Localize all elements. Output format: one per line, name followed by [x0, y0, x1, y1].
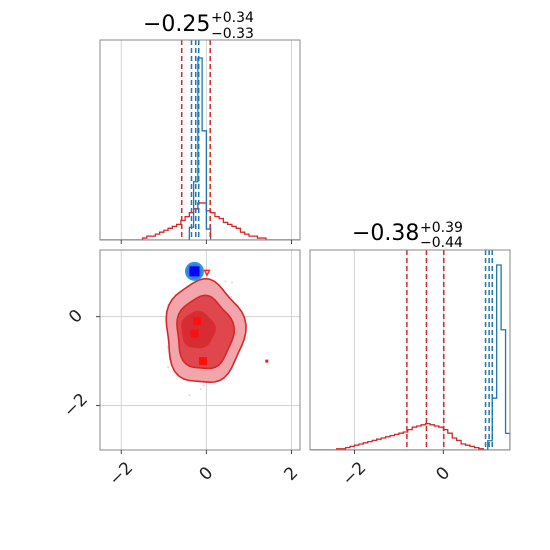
contour-red-inner [181, 310, 216, 349]
outlier-point [265, 359, 269, 363]
scatter-2d-panel [96, 249, 301, 454]
histogram-red-param-1 [100, 202, 300, 240]
title-param-2: −0.38 +0.39 −0.44 [352, 220, 463, 251]
histogram-blue-param-2 [310, 264, 510, 450]
histogram-param-1-frame [99, 39, 301, 241]
histogram-param-2-panel [309, 249, 511, 454]
histogram-param-1-panel [99, 39, 301, 244]
tick-labels: −2 0 2 −2 0 −2 0 [60, 306, 454, 490]
tick-label-y-param-2-1: 0 [65, 306, 87, 328]
tick-label-x-param-2-1: 0 [432, 463, 454, 485]
title-param-2-median: −0.38 [352, 221, 419, 246]
tick-label-x-param-1-1: 0 [195, 463, 217, 485]
sample-point [167, 366, 169, 369]
sample-point [167, 346, 169, 349]
title-param-2-lower-error: −0.44 [420, 235, 463, 251]
sample-point [200, 388, 202, 391]
density-peak-marker-0 [193, 317, 202, 326]
title-param-1-lower-error: −0.33 [211, 26, 254, 42]
title-param-1: −0.25 +0.34 −0.33 [143, 10, 254, 42]
sample-point [230, 296, 233, 298]
sample-point [202, 384, 205, 387]
sample-point [188, 394, 191, 397]
tick-label-x-param-2-0: −2 [339, 458, 371, 490]
density-peak-marker-2 [198, 357, 207, 366]
histogram-red-param-2 [310, 422, 510, 450]
tick-label-x-param-1-2: 2 [281, 463, 303, 485]
red-marker-small [203, 269, 211, 277]
title-param-2-upper-error: +0.39 [420, 220, 463, 236]
sample-point [224, 280, 227, 283]
tick-label-x-param-1-0: −2 [105, 458, 137, 490]
blue-density-core [189, 266, 200, 277]
histogram-param-2-frame [309, 249, 511, 451]
title-param-1-upper-error: +0.34 [211, 10, 254, 26]
histogram-blue-param-1 [100, 57, 300, 240]
title-param-1-median: −0.25 [143, 12, 210, 37]
density-peak-marker-1 [190, 329, 199, 338]
sample-point [231, 281, 233, 284]
scatter-2d-frame [99, 249, 301, 451]
tick-label-y-param-2-0: −2 [60, 390, 92, 422]
